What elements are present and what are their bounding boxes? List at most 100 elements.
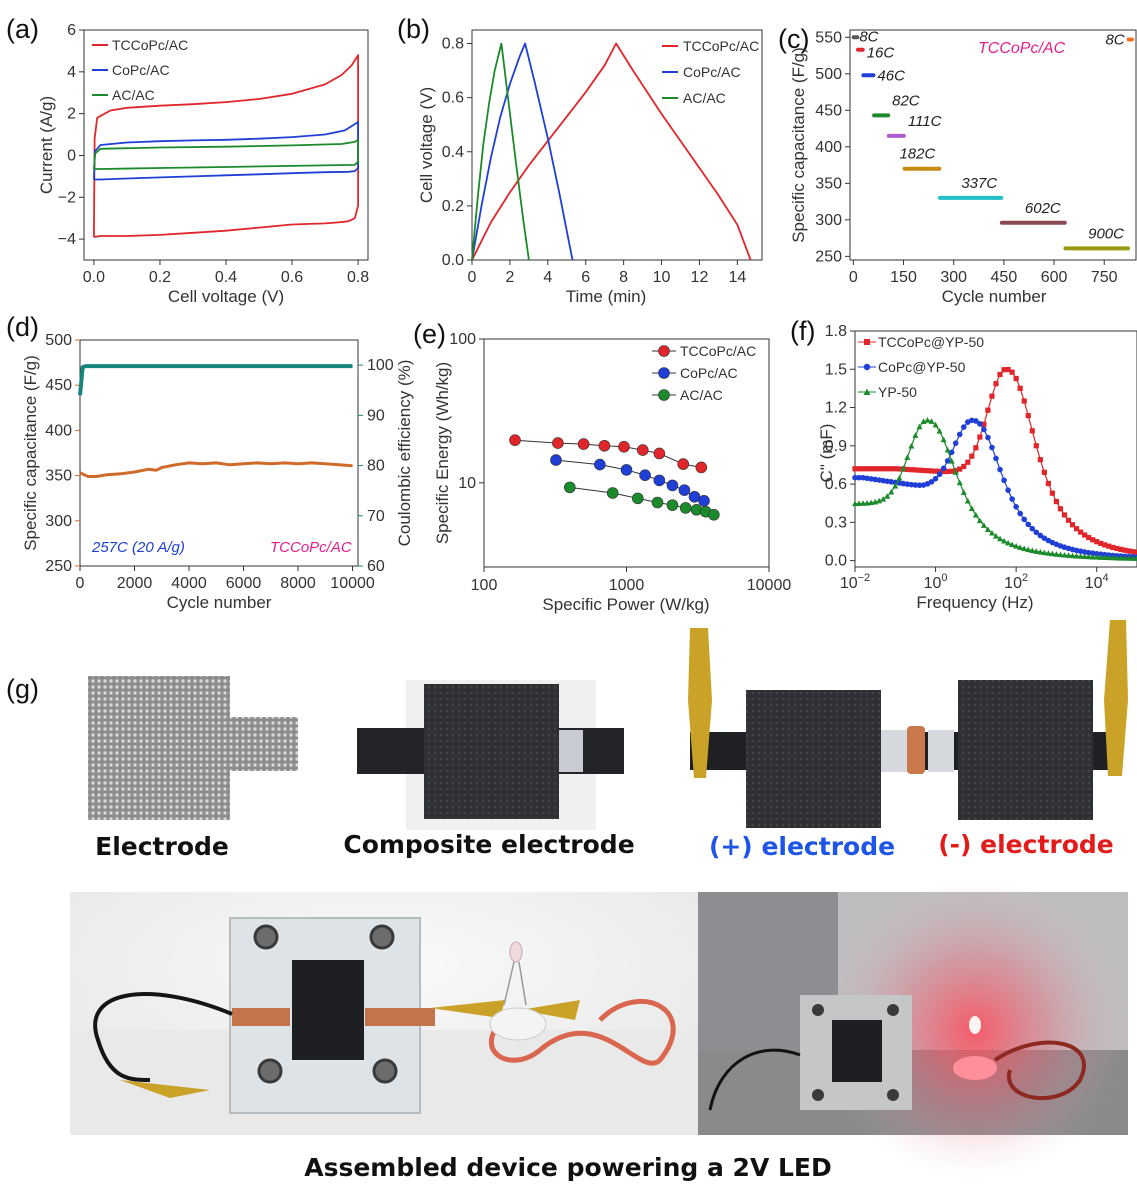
chart-f-point: [1001, 367, 1007, 373]
chart-b-xtick-label: 4: [543, 269, 552, 286]
chart-f-point: [1005, 487, 1011, 493]
legend-a-item-1: TCCoPc/AC: [112, 37, 188, 53]
chart-b-legend: TCCoPc/AC CoPc/AC AC/AC: [662, 38, 759, 106]
alligator-clip-right: [1104, 620, 1128, 776]
chart-e-point: [509, 434, 521, 446]
chart-f-point: [984, 526, 991, 533]
chart-f-point: [1114, 545, 1120, 552]
panel-label-f: (f): [790, 316, 815, 346]
clip-led-right: [520, 1000, 580, 1020]
chart-f-point: [928, 468, 935, 474]
chart-f-point: [892, 466, 898, 472]
chart-e-point: [563, 481, 576, 494]
legend-a-item-2: CoPc/AC: [112, 62, 170, 78]
chart-f-point: [1102, 542, 1108, 548]
chart-d-ytick-label: 450: [45, 377, 72, 394]
chart-f-legend: TCCoPc@YP-50 CoPc@YP-50 YP-50: [858, 334, 984, 400]
chart-f-point: [997, 371, 1003, 378]
chart-e-point: [677, 458, 690, 470]
chart-f-point: [1082, 532, 1088, 538]
composite-coating: [424, 684, 559, 819]
chart-f-point: [1033, 443, 1039, 449]
positive-electrode: [746, 690, 881, 828]
chart-f-point: [852, 466, 858, 472]
chart-c-xtick-label: 450: [991, 269, 1018, 286]
chart-f-point: [1029, 428, 1035, 434]
chart-c-ylabel: Specific capacitance (F/g): [789, 47, 808, 243]
chart-f-point: [1025, 413, 1031, 419]
chart-a-ytick-label: 4: [67, 64, 76, 81]
chart-f-point: [1017, 510, 1023, 517]
chart-f-point: [956, 479, 963, 486]
copper-lead-right: [365, 1008, 435, 1026]
chart-a-xtick-label: 0.6: [281, 269, 303, 286]
chart-d-frame: [79, 339, 359, 567]
chart-e-point: [620, 464, 633, 476]
chart-f-point: [856, 466, 862, 472]
chart-e-point: [552, 437, 564, 449]
chart-f-point: [997, 535, 1004, 542]
chart-f-point: [928, 478, 935, 485]
chart-e-point: [698, 495, 710, 507]
chart-e-point: [679, 502, 692, 514]
chart-f-point: [1037, 532, 1044, 539]
chart-f-point: [1065, 552, 1072, 558]
chart-f-point: [1106, 543, 1112, 549]
photo-composite-electrode: [357, 680, 624, 830]
chart-f-point: [912, 482, 919, 488]
chart-f-point: [932, 475, 939, 482]
chart-f-point: [1017, 544, 1024, 550]
chart-a-xtick-label: 0.8: [347, 269, 369, 286]
chart-f-ytick-label: 1.5: [825, 361, 847, 378]
chart-f-point: [1121, 555, 1128, 561]
chart-a-xlabel: Cell voltage (V): [168, 287, 284, 306]
chart-f-point: [904, 466, 910, 473]
chart-c-series-label: 8C: [859, 28, 878, 45]
clip-led-left: [430, 1000, 505, 1018]
chart-f-point: [1009, 496, 1015, 502]
chart-f-point: [924, 468, 931, 474]
chart-f-ylabel: C" (mF): [817, 424, 836, 483]
chart-e-ytick-label: 10: [458, 475, 476, 492]
chart-c-xlabel: Cycle number: [942, 287, 1047, 306]
chart-f-point: [1053, 498, 1060, 505]
legend-f-item-3: YP-50: [878, 384, 917, 400]
panel-label-b: (b): [397, 14, 430, 44]
chart-f-point: [864, 499, 871, 506]
chart-b-xtick-label: 12: [691, 269, 709, 286]
chart-f-point: [960, 424, 967, 430]
photo-device-lit: [698, 880, 1128, 1180]
chart-f-ytick-label: 0.6: [825, 476, 847, 493]
chart-c-annotation: TCCoPc/AC: [978, 40, 1066, 57]
chart-b-xtick-label: 10: [653, 269, 671, 286]
chart-c-xtick-label: 750: [1091, 269, 1118, 286]
chart-f-point: [993, 381, 999, 387]
chart-d-ylabel2: Coulombic efficiency (%): [395, 360, 414, 547]
chart-c-xtick-label: 300: [940, 269, 967, 286]
chart-f-point: [1081, 553, 1088, 560]
chart-f-point: [856, 500, 863, 506]
chart-f-point: [973, 445, 979, 451]
photo-electrode-pair: [688, 620, 1128, 828]
chart-f-point: [956, 431, 963, 438]
chart-f-point: [888, 466, 894, 472]
chart-f-point: [957, 466, 963, 472]
red-wire: [488, 999, 676, 1066]
chart-c-series-label: 602C: [1025, 200, 1061, 217]
chart-d-xtick-label: 4000: [171, 575, 207, 592]
lit-screw-br-icon: [887, 1089, 899, 1101]
chart-b-series-3: [471, 42, 530, 261]
chart-f-point: [1130, 549, 1136, 555]
chart-c-ytick-label: 300: [815, 212, 842, 229]
chart-f-point: [960, 489, 967, 495]
chart-f-point: [1029, 547, 1036, 554]
chart-f-point: [1061, 551, 1068, 558]
chart-d-series-efficiency: [78, 364, 353, 396]
chart-d-ytick-label: 350: [45, 468, 72, 485]
chart-b-xtick-label: 2: [505, 269, 514, 286]
chart-f-point: [1025, 546, 1032, 553]
chart-f-point: [1078, 529, 1084, 535]
chart-e-point: [653, 474, 666, 487]
chart-b-ylabel: Cell voltage (V): [417, 87, 436, 203]
led-leg-left: [503, 961, 515, 1006]
